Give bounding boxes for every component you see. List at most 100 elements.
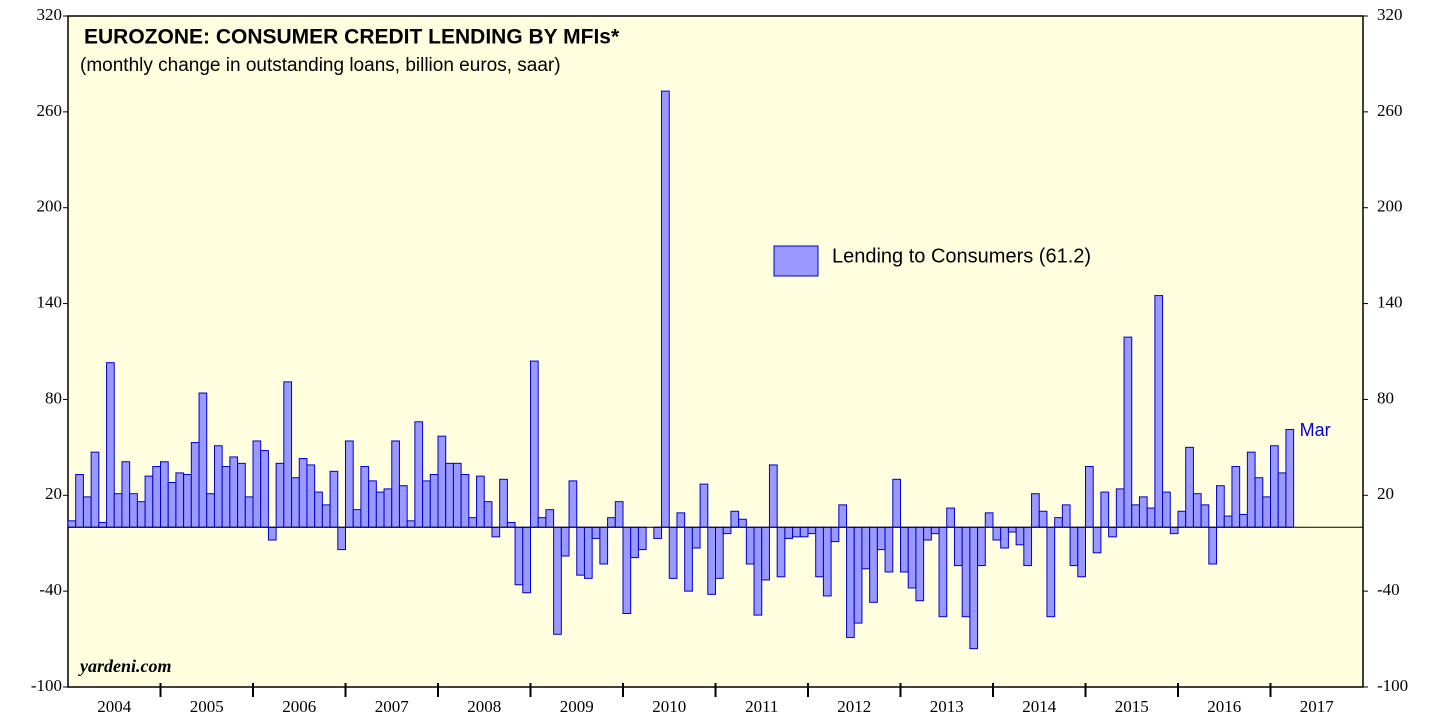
bar xyxy=(67,520,77,528)
bar xyxy=(483,501,493,528)
legend-swatch xyxy=(773,245,819,277)
x-tick-label: 2017 xyxy=(1300,697,1335,716)
bar xyxy=(106,362,115,528)
bar xyxy=(1277,472,1287,528)
bar xyxy=(1092,526,1102,554)
bar xyxy=(398,485,408,528)
bar xyxy=(167,482,177,528)
bar xyxy=(1015,526,1025,546)
bar xyxy=(298,458,308,528)
bar xyxy=(530,360,539,528)
bar xyxy=(1262,496,1271,528)
bar xyxy=(1200,504,1210,528)
y-tick-label: 260 xyxy=(37,101,63,120)
y2-tick-label: 200 xyxy=(1377,197,1403,216)
y-tick-label: 140 xyxy=(37,292,63,311)
bar xyxy=(1154,295,1164,528)
bar xyxy=(761,526,770,581)
bar xyxy=(1169,526,1179,535)
bar xyxy=(583,526,593,579)
bar xyxy=(822,526,832,597)
y-tick-label: 80 xyxy=(45,388,62,407)
bar xyxy=(275,462,285,528)
x-tick-label: 2015 xyxy=(1115,697,1149,716)
x-tick-label: 2016 xyxy=(1207,697,1241,716)
bar xyxy=(352,509,362,528)
bar xyxy=(1069,526,1079,567)
bar xyxy=(1162,491,1171,528)
bar xyxy=(152,466,162,528)
bar xyxy=(977,526,986,567)
bar xyxy=(337,526,346,551)
bar xyxy=(113,493,123,528)
bar xyxy=(1285,428,1295,528)
bar xyxy=(391,440,400,528)
x-tick-label: 2008 xyxy=(467,697,501,716)
bar xyxy=(1115,488,1125,528)
bar xyxy=(429,474,439,528)
bar xyxy=(252,440,262,528)
bar xyxy=(506,521,516,528)
x-tick-label: 2007 xyxy=(375,697,410,716)
bar xyxy=(90,451,100,528)
bar xyxy=(206,493,215,528)
bar xyxy=(953,526,963,567)
bar xyxy=(568,480,578,528)
bar xyxy=(838,504,848,528)
bar xyxy=(807,526,817,535)
bar xyxy=(722,526,732,535)
bar xyxy=(1007,526,1017,533)
y2-tick-label: 320 xyxy=(1377,5,1403,24)
bar xyxy=(784,526,794,539)
watermark: yardeni.com xyxy=(78,656,172,676)
bar xyxy=(190,442,200,528)
bar xyxy=(260,450,269,528)
bar xyxy=(221,466,231,528)
bar xyxy=(930,526,940,535)
y2-tick-label: -100 xyxy=(1377,676,1408,695)
bar xyxy=(892,478,902,528)
x-tick-label: 2013 xyxy=(930,697,964,716)
bar xyxy=(360,466,370,528)
bar xyxy=(869,526,878,603)
bar xyxy=(468,517,478,528)
bar xyxy=(676,512,686,528)
bar xyxy=(368,480,377,528)
bar xyxy=(653,526,663,539)
x-tick-label: 2006 xyxy=(282,697,316,716)
bar xyxy=(992,526,1002,541)
bar xyxy=(283,381,293,528)
annotation: Mar xyxy=(1300,420,1331,440)
bar xyxy=(938,526,948,618)
bar xyxy=(637,526,647,551)
bar xyxy=(1038,510,1048,528)
bar xyxy=(923,526,932,541)
bar xyxy=(707,526,717,595)
bar xyxy=(984,512,994,528)
bar xyxy=(345,440,354,528)
bar xyxy=(1146,507,1156,528)
bar xyxy=(1185,446,1194,528)
bar xyxy=(314,491,323,528)
bar xyxy=(614,501,624,528)
bar xyxy=(815,526,824,578)
bar xyxy=(1239,513,1248,528)
bar xyxy=(738,518,747,528)
bar xyxy=(545,509,555,528)
bar xyxy=(499,478,508,528)
bar xyxy=(237,462,246,528)
bar xyxy=(1023,526,1033,567)
bar xyxy=(1108,526,1117,538)
bar xyxy=(98,521,108,528)
bar xyxy=(183,474,192,528)
bar xyxy=(291,477,300,528)
bar xyxy=(329,470,339,528)
bar xyxy=(907,526,917,589)
bar xyxy=(476,475,485,528)
y-tick-label: -40 xyxy=(39,580,62,599)
bar xyxy=(321,504,331,528)
bar xyxy=(537,517,547,528)
bar xyxy=(437,435,447,528)
bar xyxy=(1231,466,1241,528)
bar xyxy=(876,526,886,551)
